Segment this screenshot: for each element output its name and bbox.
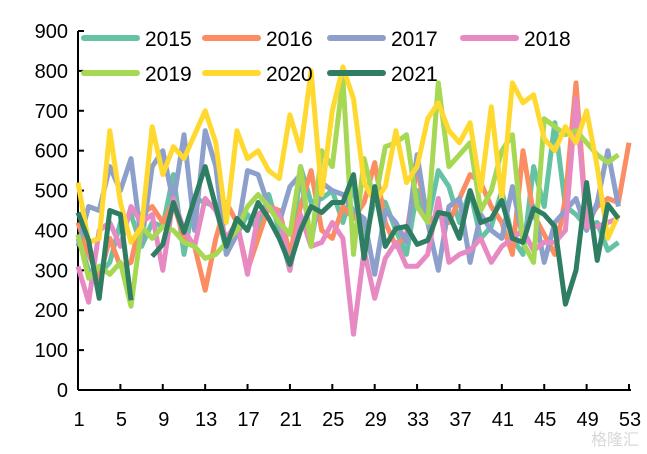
x-tick-label: 41 [492,409,514,431]
x-tick-label: 37 [449,409,471,431]
series-line-2018 [75,96,620,337]
legend-label-2021: 2021 [391,63,438,86]
legend-label-2019: 2019 [145,63,192,86]
x-tick-label: 21 [280,409,302,431]
y-tick-label: 500 [35,181,68,203]
y-tick-label: 200 [35,300,68,322]
legend-label-2016: 2016 [266,28,313,51]
y-tick-label: 900 [35,21,68,43]
x-tick-label: 5 [116,409,127,431]
x-tick-label: 17 [237,409,259,431]
legend: 2015 2016 2017 2018 2019 2020 2021 [81,28,571,86]
y-tick-label: 100 [35,340,68,362]
y-tick-label: 400 [35,220,68,242]
x-tick-label: 49 [576,409,598,431]
y-tick-label: 300 [35,260,68,282]
x-tick-label: 1 [73,409,84,431]
x-tick-label: 9 [158,409,169,431]
y-tick-label: 800 [35,61,68,83]
legend-label-2020: 2020 [266,63,313,86]
axes: 0 100 200 300 400 500 600 700 800 900 1 5 9 13 17 21 25 2… [35,21,642,431]
y-tick-label: 600 [35,141,68,163]
x-tick-label: 53 [619,409,641,431]
series-line-2021 [75,164,621,307]
y-tick-label: 0 [57,380,68,402]
series-line-2020 [75,64,621,245]
legend-label-2015: 2015 [145,28,192,51]
legend-label-2017: 2017 [391,28,438,51]
watermark-text: 格隆汇 [590,430,639,449]
x-tick-label: 25 [322,409,344,431]
y-tick-label: 700 [35,101,68,123]
x-tick-label: 29 [365,409,387,431]
legend-label-2018: 2018 [524,28,571,51]
x-tick-label: 33 [407,409,429,431]
series-group [75,64,632,337]
x-tick-label: 13 [195,409,217,431]
x-tick-label: 45 [534,409,556,431]
